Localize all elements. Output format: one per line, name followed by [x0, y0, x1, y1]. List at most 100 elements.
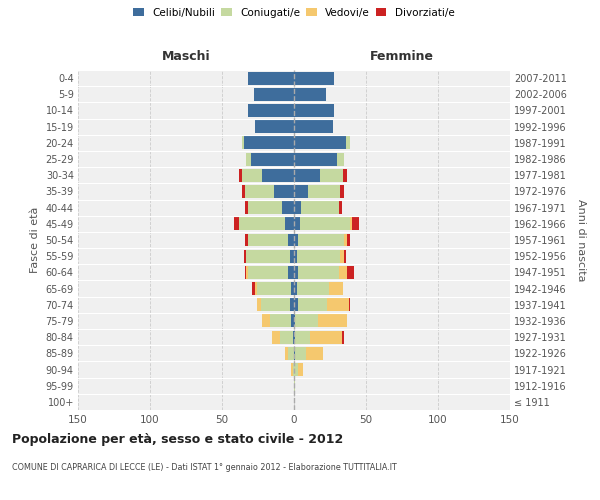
Bar: [262, 314, 269, 328]
Bar: [294, 201, 301, 214]
Bar: [262, 169, 294, 181]
Text: COMUNE DI CAPRARICA DI LECCE (LE) - Dati ISTAT 1° gennaio 2012 - Elaborazione TU: COMUNE DI CAPRARICA DI LECCE (LE) - Dati…: [12, 462, 397, 471]
Bar: [347, 266, 355, 279]
Bar: [245, 201, 248, 214]
Bar: [290, 250, 294, 262]
Bar: [340, 250, 344, 262]
Bar: [286, 218, 294, 230]
Bar: [283, 201, 294, 214]
Bar: [288, 234, 294, 246]
Bar: [248, 72, 294, 85]
Bar: [244, 136, 294, 149]
Text: Femmine: Femmine: [370, 50, 434, 63]
Bar: [337, 152, 344, 166]
Bar: [295, 347, 305, 360]
Bar: [242, 169, 262, 181]
Bar: [310, 330, 341, 344]
Bar: [294, 250, 297, 262]
Bar: [255, 282, 257, 295]
Bar: [245, 185, 274, 198]
Bar: [245, 266, 247, 279]
Legend: Celibi/Nubili, Coniugati/e, Vedovi/e, Divorziati/e: Celibi/Nubili, Coniugati/e, Vedovi/e, Di…: [133, 8, 455, 18]
Bar: [257, 298, 261, 311]
Bar: [291, 314, 294, 328]
Bar: [308, 185, 340, 198]
Bar: [297, 282, 329, 295]
Bar: [294, 363, 298, 376]
Bar: [239, 218, 286, 230]
Bar: [298, 266, 338, 279]
Bar: [290, 298, 294, 311]
Bar: [294, 185, 308, 198]
Bar: [340, 185, 344, 198]
Bar: [294, 120, 333, 133]
Bar: [320, 169, 343, 181]
Bar: [242, 136, 244, 149]
Bar: [294, 88, 326, 101]
Bar: [294, 218, 300, 230]
Bar: [242, 185, 245, 198]
Y-axis label: Fasce di età: Fasce di età: [30, 207, 40, 273]
Bar: [233, 218, 239, 230]
Y-axis label: Anni di nascita: Anni di nascita: [577, 198, 586, 281]
Bar: [294, 282, 297, 295]
Bar: [245, 234, 248, 246]
Bar: [327, 298, 349, 311]
Bar: [288, 347, 294, 360]
Bar: [346, 136, 350, 149]
Bar: [272, 330, 280, 344]
Bar: [293, 363, 294, 376]
Bar: [297, 250, 340, 262]
Bar: [294, 234, 298, 246]
Bar: [261, 298, 290, 311]
Bar: [291, 363, 293, 376]
Bar: [294, 169, 320, 181]
Bar: [247, 266, 248, 279]
Bar: [248, 201, 283, 214]
Bar: [291, 282, 294, 295]
Text: Maschi: Maschi: [161, 50, 211, 63]
Bar: [301, 201, 338, 214]
Bar: [247, 152, 251, 166]
Bar: [344, 250, 346, 262]
Bar: [286, 347, 288, 360]
Bar: [350, 218, 352, 230]
Bar: [294, 330, 295, 344]
Bar: [338, 201, 341, 214]
Bar: [255, 120, 294, 133]
Bar: [319, 314, 347, 328]
Bar: [352, 218, 359, 230]
Bar: [294, 72, 334, 85]
Bar: [329, 282, 343, 295]
Bar: [247, 250, 290, 262]
Bar: [295, 330, 310, 344]
Bar: [252, 282, 255, 295]
Bar: [248, 234, 288, 246]
Bar: [294, 152, 337, 166]
Bar: [239, 169, 242, 181]
Bar: [251, 152, 294, 166]
Text: Popolazione per età, sesso e stato civile - 2012: Popolazione per età, sesso e stato civil…: [12, 432, 343, 446]
Bar: [344, 234, 347, 246]
Bar: [298, 298, 327, 311]
Bar: [244, 250, 247, 262]
Bar: [300, 218, 350, 230]
Bar: [294, 298, 298, 311]
Bar: [294, 104, 334, 117]
Bar: [248, 104, 294, 117]
Bar: [294, 266, 298, 279]
Bar: [294, 314, 295, 328]
Bar: [280, 330, 293, 344]
Bar: [298, 363, 302, 376]
Bar: [293, 330, 294, 344]
Bar: [305, 347, 323, 360]
Bar: [288, 266, 294, 279]
Bar: [347, 234, 350, 246]
Bar: [349, 298, 350, 311]
Bar: [295, 314, 319, 328]
Bar: [294, 347, 295, 360]
Bar: [269, 314, 291, 328]
Bar: [294, 136, 346, 149]
Bar: [343, 169, 347, 181]
Bar: [254, 88, 294, 101]
